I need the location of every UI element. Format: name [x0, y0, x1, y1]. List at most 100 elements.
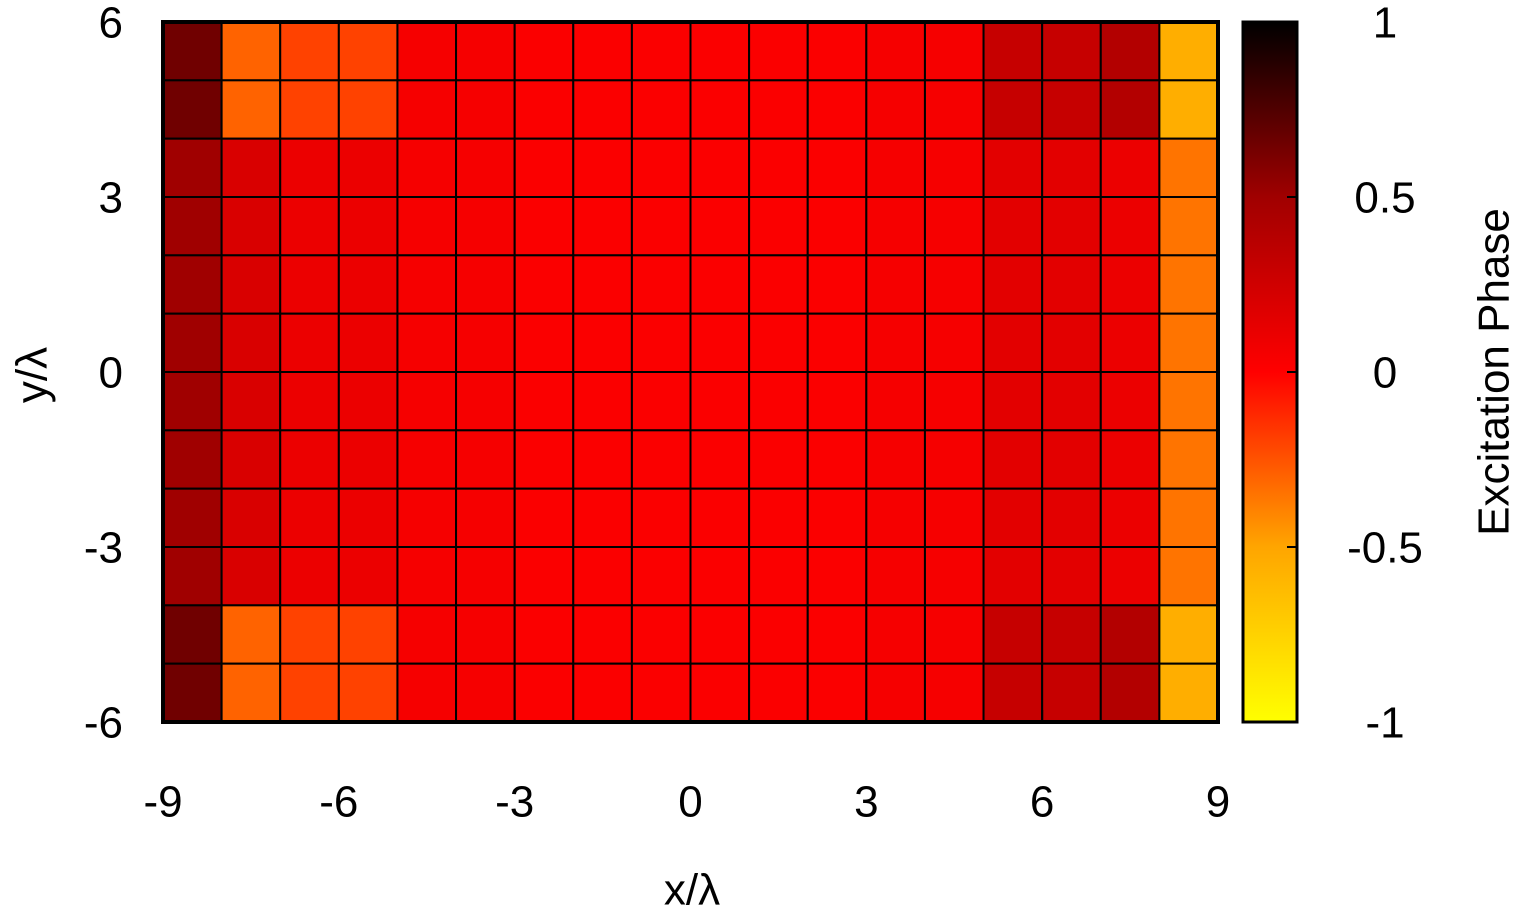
- heatmap-cell: [337, 79, 399, 140]
- heatmap-cell: [806, 546, 868, 607]
- heatmap-cell: [220, 371, 282, 432]
- heatmap-cell: [1158, 371, 1220, 432]
- heatmap-cell: [220, 487, 282, 548]
- heatmap-cell: [513, 79, 575, 140]
- heatmap-cell: [923, 429, 985, 490]
- heatmap-cell: [865, 662, 926, 724]
- heatmap-cell: [513, 21, 575, 82]
- heatmap-cell: [865, 137, 926, 199]
- heatmap-cell: [220, 429, 282, 490]
- heatmap-cell: [162, 487, 223, 548]
- heatmap-cell: [748, 137, 809, 199]
- heatmap-cell: [572, 604, 633, 665]
- heatmap-cell: [1099, 662, 1161, 724]
- heatmap-cell: [630, 429, 692, 490]
- x-tick-label: -9: [143, 778, 182, 827]
- heatmap-cell: [865, 371, 926, 432]
- heatmap-cell: [748, 662, 809, 724]
- heatmap-cell: [572, 79, 633, 140]
- heatmap-cell: [806, 487, 868, 548]
- heatmap-cell: [1099, 371, 1161, 432]
- heatmap-cell: [630, 21, 692, 82]
- heatmap-cell: [689, 312, 751, 373]
- heatmap-cell: [689, 196, 751, 257]
- heatmap-cell: [748, 604, 809, 665]
- y-tick-label: -3: [84, 524, 123, 573]
- heatmap-cell: [1041, 312, 1102, 373]
- heatmap-cell: [513, 254, 575, 315]
- x-tick-label: -6: [319, 778, 358, 827]
- heatmap-cell: [279, 546, 340, 607]
- heatmap-cell: [1158, 254, 1220, 315]
- heatmap-cell: [513, 371, 575, 432]
- heatmap-cell: [455, 662, 516, 724]
- colorbar-tick-label: -0.5: [1347, 524, 1423, 573]
- heatmap-cell: [689, 662, 751, 724]
- heatmap-cell: [162, 21, 223, 82]
- colorbar-tick-label: -1: [1365, 699, 1404, 748]
- heatmap-cell: [220, 137, 282, 199]
- heatmap-cells: [162, 21, 1220, 724]
- heatmap-cell: [1158, 79, 1220, 140]
- heatmap-cell: [923, 137, 985, 199]
- heatmap-cell: [806, 371, 868, 432]
- heatmap-cell: [982, 662, 1044, 724]
- heatmap-cell: [396, 429, 458, 490]
- x-tick-label: 6: [1030, 778, 1054, 827]
- heatmap-cell: [748, 254, 809, 315]
- heatmap-cell: [162, 429, 223, 490]
- heatmap-cell: [279, 371, 340, 432]
- heatmap-cell: [220, 662, 282, 724]
- heatmap-cell: [220, 196, 282, 257]
- heatmap-cell: [806, 429, 868, 490]
- heatmap-cell: [162, 196, 223, 257]
- heatmap-cell: [1158, 137, 1220, 199]
- heatmap-cell: [337, 371, 399, 432]
- heatmap-cell: [923, 254, 985, 315]
- y-axis-label: y/λ: [8, 347, 57, 403]
- heatmap-cell: [865, 429, 926, 490]
- heatmap-cell: [455, 604, 516, 665]
- heatmap-cell: [1041, 79, 1102, 140]
- heatmap-cell: [689, 371, 751, 432]
- heatmap-cell: [923, 604, 985, 665]
- heatmap-cell: [396, 604, 458, 665]
- heatmap-cell: [396, 137, 458, 199]
- heatmap-cell: [630, 137, 692, 199]
- heatmap-cell: [806, 21, 868, 82]
- heatmap-cell: [1158, 196, 1220, 257]
- heatmap-cell: [865, 196, 926, 257]
- heatmap-cell: [806, 604, 868, 665]
- heatmap-cell: [396, 662, 458, 724]
- heatmap-cell: [689, 429, 751, 490]
- heatmap-cell: [1158, 312, 1220, 373]
- heatmap-cell: [396, 254, 458, 315]
- heatmap-cell: [748, 196, 809, 257]
- heatmap-cell: [630, 254, 692, 315]
- heatmap-cell: [630, 604, 692, 665]
- heatmap-cell: [572, 429, 633, 490]
- heatmap-cell: [630, 79, 692, 140]
- heatmap-cell: [806, 662, 868, 724]
- heatmap-cell: [1099, 254, 1161, 315]
- x-axis-label: x/λ: [664, 866, 720, 915]
- heatmap-cell: [513, 196, 575, 257]
- heatmap-cell: [689, 254, 751, 315]
- heatmap-cell: [923, 546, 985, 607]
- heatmap-cell: [396, 21, 458, 82]
- heatmap-cell: [279, 429, 340, 490]
- heatmap-cell: [1158, 662, 1220, 724]
- heatmap-cell: [1158, 487, 1220, 548]
- y-tick-label: 3: [99, 174, 123, 223]
- heatmap-cell: [572, 662, 633, 724]
- heatmap-cell: [1041, 662, 1102, 724]
- heatmap-cell: [923, 196, 985, 257]
- heatmap-cell: [689, 487, 751, 548]
- heatmap-cell: [982, 312, 1044, 373]
- heatmap-cell: [396, 79, 458, 140]
- heatmap-cell: [689, 604, 751, 665]
- heatmap-cell: [689, 21, 751, 82]
- heatmap-cell: [865, 79, 926, 140]
- heatmap-cell: [748, 429, 809, 490]
- heatmap-cell: [220, 312, 282, 373]
